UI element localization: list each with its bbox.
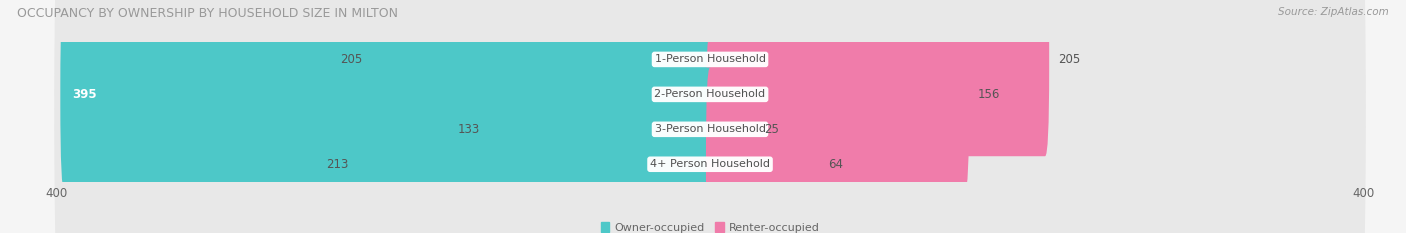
FancyBboxPatch shape [488, 32, 714, 226]
Text: 395: 395 [73, 88, 97, 101]
FancyBboxPatch shape [55, 0, 1365, 210]
Text: 205: 205 [340, 53, 361, 66]
Text: OCCUPANCY BY OWNERSHIP BY HOUSEHOLD SIZE IN MILTON: OCCUPANCY BY OWNERSHIP BY HOUSEHOLD SIZE… [17, 7, 398, 20]
FancyBboxPatch shape [706, 32, 755, 226]
Text: 3-Person Household: 3-Person Household [655, 124, 765, 134]
FancyBboxPatch shape [357, 68, 714, 233]
Text: 213: 213 [326, 158, 349, 171]
FancyBboxPatch shape [706, 0, 1049, 156]
Text: Source: ZipAtlas.com: Source: ZipAtlas.com [1278, 7, 1389, 17]
Text: 156: 156 [979, 88, 1001, 101]
Text: 64: 64 [828, 158, 842, 171]
FancyBboxPatch shape [55, 14, 1365, 233]
FancyBboxPatch shape [706, 68, 818, 233]
FancyBboxPatch shape [706, 0, 969, 191]
Legend: Owner-occupied, Renter-occupied: Owner-occupied, Renter-occupied [596, 218, 824, 233]
Text: 25: 25 [763, 123, 779, 136]
Text: 205: 205 [1059, 53, 1080, 66]
Text: 4+ Person Household: 4+ Person Household [650, 159, 770, 169]
FancyBboxPatch shape [55, 0, 1365, 175]
FancyBboxPatch shape [55, 49, 1365, 233]
FancyBboxPatch shape [60, 0, 714, 191]
Text: 2-Person Household: 2-Person Household [654, 89, 766, 99]
Text: 1-Person Household: 1-Person Household [655, 55, 765, 64]
FancyBboxPatch shape [371, 0, 714, 156]
Text: 133: 133 [457, 123, 479, 136]
